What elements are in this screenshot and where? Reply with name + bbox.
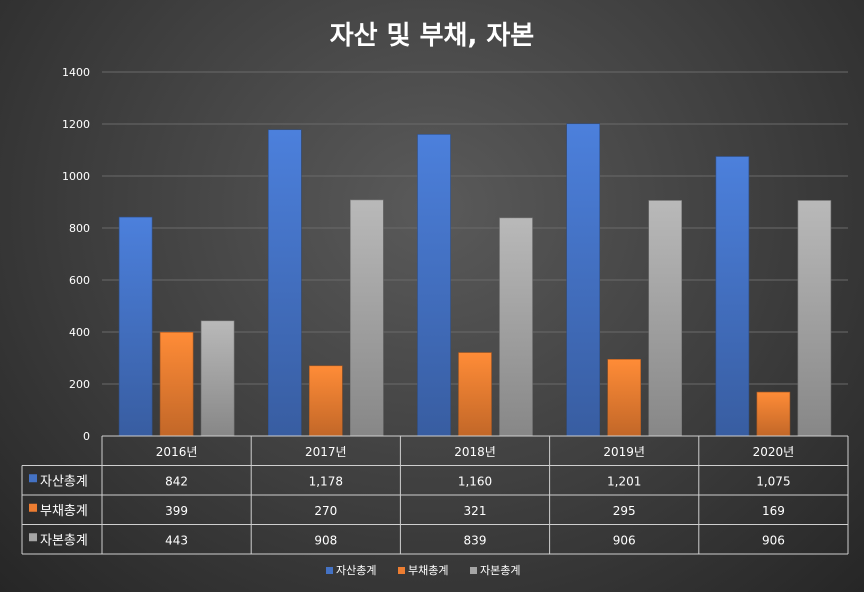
table-cell-value: 906	[613, 533, 636, 547]
bar	[267, 129, 302, 437]
chart-title: 자산 및 부채, 자본	[330, 21, 534, 51]
table-cell-value: 908	[314, 533, 337, 547]
table-series-label: 자본총계	[40, 533, 88, 548]
table-cell-value: 295	[613, 504, 636, 518]
y-tick-label: 1200	[62, 118, 90, 131]
bar	[648, 200, 683, 437]
bar	[566, 123, 601, 437]
table-cell-value: 839	[464, 533, 487, 547]
y-tick-label: 1000	[62, 170, 90, 183]
table-legend-key	[29, 503, 37, 512]
bar	[499, 217, 533, 437]
table-cell-value: 443	[165, 533, 188, 547]
bar	[607, 358, 642, 437]
legend-swatch	[326, 567, 333, 574]
bar	[458, 352, 492, 437]
y-tick-label: 800	[69, 222, 90, 235]
legend-swatch	[470, 567, 477, 574]
bar	[159, 331, 194, 437]
y-tick-label: 400	[69, 326, 90, 339]
legend-label: 부채총계	[408, 564, 448, 577]
x-category-label: 2020년	[753, 445, 795, 459]
y-axis-ticks: 0 200 400 600 800 1000 1200 1400	[62, 66, 90, 443]
bar	[118, 216, 153, 437]
table-cell-value: 906	[762, 533, 785, 547]
bar	[417, 134, 451, 437]
table-cell-value: 842	[165, 474, 188, 488]
y-tick-label: 200	[69, 378, 90, 391]
table-cell-value: 1,201	[607, 474, 641, 488]
legend-label: 자본총계	[480, 564, 520, 577]
bar	[349, 199, 384, 437]
legend: 자산총계 부채총계 자본총계	[326, 564, 520, 577]
bar	[756, 391, 791, 437]
table-cell-value: 169	[762, 504, 785, 518]
table-cell-value: 270	[314, 504, 337, 518]
bar	[797, 200, 832, 437]
table-series-label: 자산총계	[40, 474, 88, 489]
x-category-label: 2017년	[305, 445, 347, 459]
legend-swatch	[398, 567, 405, 574]
table-cell-value: 1,075	[756, 474, 790, 488]
bars	[118, 123, 832, 437]
table-cell-value: 1,178	[309, 474, 343, 488]
table-series-label: 부채총계	[40, 504, 88, 519]
x-category-label: 2019년	[603, 445, 645, 459]
y-tick-label: 1400	[62, 66, 90, 79]
bar	[715, 156, 750, 437]
table-legend-key	[29, 533, 37, 542]
table-legend-key	[29, 474, 37, 483]
table-cell-value: 1,160	[458, 474, 492, 488]
table-cell-value: 321	[464, 504, 487, 518]
legend-label: 자산총계	[336, 564, 376, 577]
x-category-label: 2018년	[454, 445, 496, 459]
bar	[308, 365, 343, 437]
y-tick-label: 0	[83, 430, 90, 443]
table-cell-value: 399	[165, 504, 188, 518]
bar	[200, 320, 235, 437]
x-category-label: 2016년	[156, 445, 198, 459]
y-tick-label: 600	[69, 274, 90, 287]
